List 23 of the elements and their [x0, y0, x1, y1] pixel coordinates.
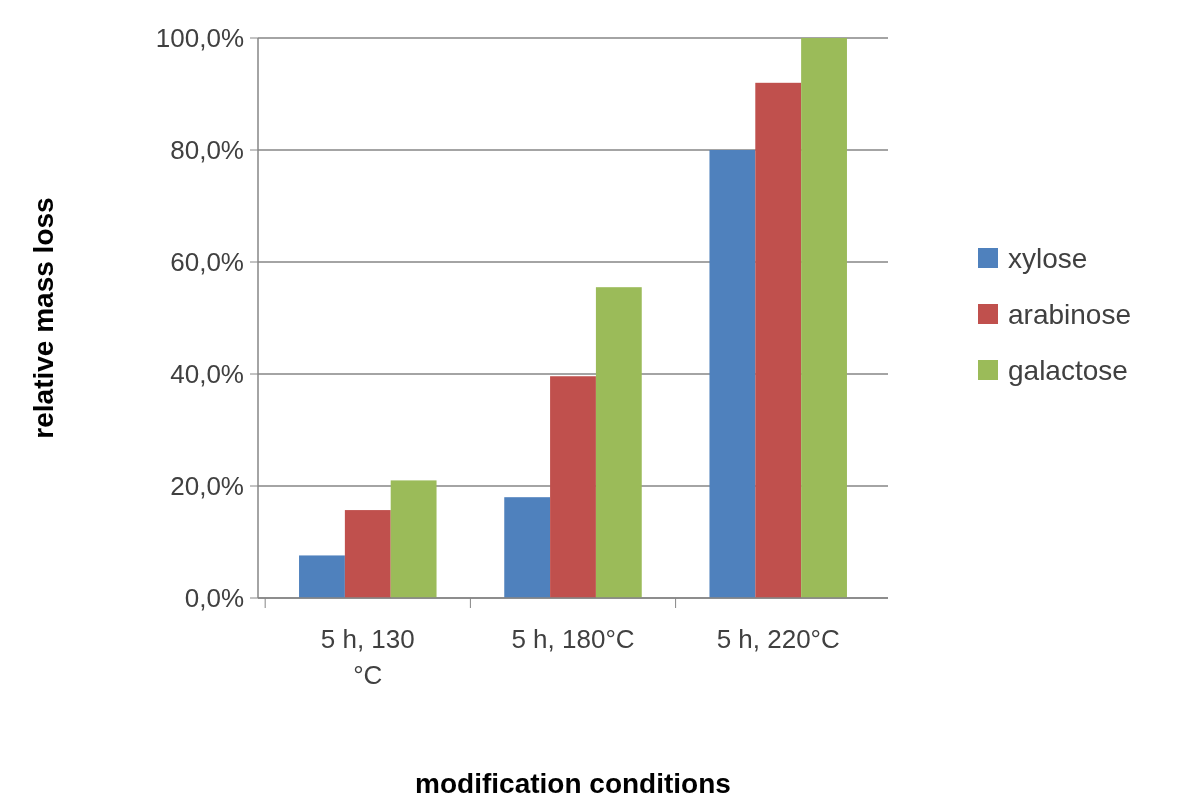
x-tick-label: 5 h, 220°C: [716, 624, 840, 654]
y-tick-label: 40,0%: [170, 359, 244, 390]
y-tick-label: 80,0%: [170, 135, 244, 166]
bar: [344, 510, 391, 598]
bar: [390, 480, 437, 598]
x-tick-label: 5 h, 180°C: [511, 624, 635, 654]
legend-label: arabinose: [1008, 298, 1131, 330]
bar: [299, 555, 345, 598]
legend-label: xylose: [1008, 242, 1088, 274]
y-tick-label: 100,0%: [155, 23, 244, 54]
legend-label: galactose: [1008, 354, 1128, 386]
bar: [550, 376, 596, 598]
bar: [504, 497, 551, 598]
x-axis-title: modification conditions: [415, 768, 731, 799]
bar: [801, 38, 847, 598]
bar: [709, 150, 756, 598]
y-axis-title: relative mass loss: [28, 197, 59, 439]
y-tick-label: 0,0%: [184, 583, 244, 614]
y-tick-label: 20,0%: [170, 471, 244, 502]
y-tick-label: 60,0%: [170, 247, 244, 278]
bar: [755, 82, 802, 598]
x-tick-label: 5 h, 130 °C: [320, 624, 415, 690]
bar: [595, 287, 642, 598]
